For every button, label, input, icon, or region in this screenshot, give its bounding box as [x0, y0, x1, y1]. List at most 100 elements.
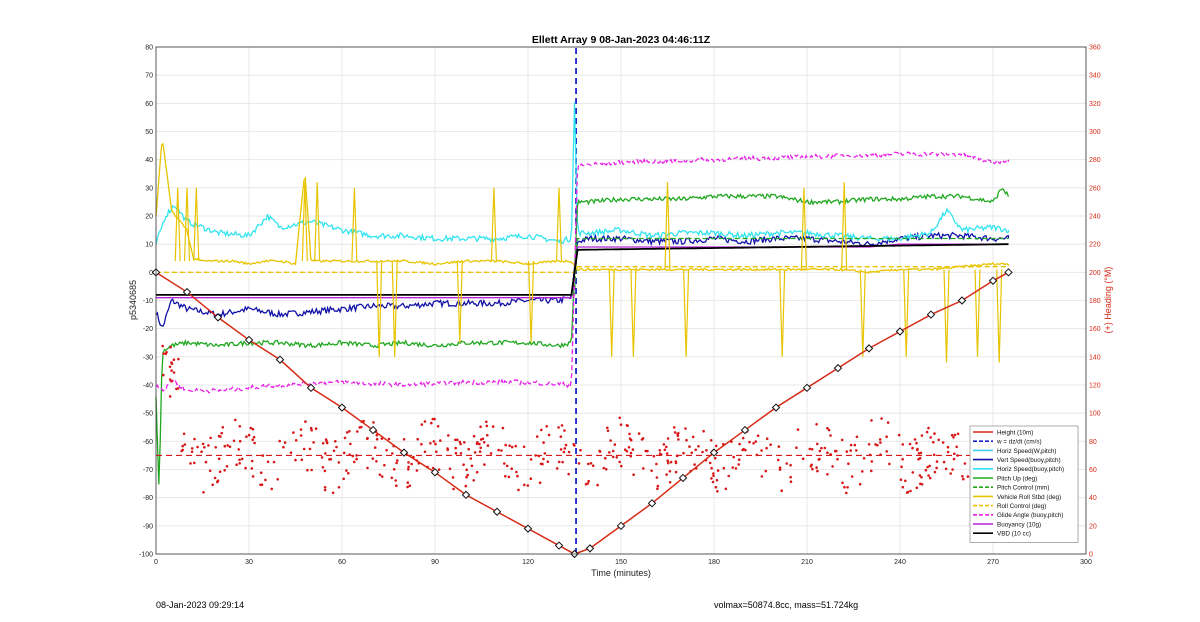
y2-tick-label-13: 100 [1089, 411, 1101, 418]
heading-dot-556 [817, 458, 821, 461]
y-tick-label-5: 30 [145, 185, 153, 192]
heading-dot-555 [769, 443, 772, 447]
heading-dot-267 [436, 425, 440, 428]
heading-dot-429 [251, 427, 255, 431]
heading-dot-5 [510, 445, 514, 449]
heading-dot-485 [888, 462, 891, 466]
heading-dot-508 [780, 489, 783, 493]
heading-dot-384 [329, 457, 333, 461]
y2-tick-label-14: 80 [1089, 439, 1097, 446]
heading-dot-51 [901, 457, 904, 461]
legend-label-10: Buoyancy (10g) [997, 521, 1041, 528]
heading-dot-548 [170, 362, 174, 366]
heading-dot-405 [473, 451, 477, 454]
heading-dot-495 [228, 445, 232, 449]
heading-dot-367 [175, 387, 178, 391]
heading-dot-366 [627, 446, 631, 449]
heading-dot-428 [366, 466, 369, 470]
heading-dot-196 [701, 450, 704, 454]
heading-dot-558 [663, 448, 667, 452]
heading-dot-99 [309, 426, 313, 430]
heading-dot-475 [811, 467, 814, 471]
heading-dot-352 [264, 478, 267, 482]
heading-dot-538 [306, 468, 309, 472]
heading-dot-244 [237, 448, 240, 451]
heading-dot-479 [481, 437, 485, 441]
heading-dot-0 [352, 460, 356, 464]
y2-tick-label-9: 180 [1089, 298, 1101, 305]
x-tick-label-9: 270 [987, 559, 999, 566]
roll-spike-10 [528, 261, 535, 343]
heading-dot-421 [702, 429, 705, 433]
heading-dot-513 [587, 479, 590, 483]
heading-dot-290 [598, 449, 601, 453]
height-marker-28 [988, 276, 998, 285]
heading-dot-68 [221, 426, 225, 429]
heading-dot-113 [611, 455, 615, 459]
heading-dot-286 [849, 443, 853, 447]
heading-dot-373 [808, 447, 812, 451]
heading-dot-474 [656, 487, 659, 491]
heading-dot-270 [479, 425, 482, 429]
heading-dot-536 [189, 462, 192, 465]
heading-dot-498 [259, 471, 263, 475]
height-marker-4 [275, 355, 285, 364]
heading-dot-326 [676, 432, 679, 436]
roll-spike-17 [800, 187, 807, 270]
heading-dot-33 [555, 467, 559, 470]
heading-dot-369 [816, 442, 819, 446]
heading-dot-263 [503, 462, 506, 465]
y-tick-label-11: -30 [143, 354, 153, 361]
heading-dot-330 [623, 448, 627, 452]
heading-dot-371 [961, 475, 964, 478]
heading-dot-534 [688, 445, 691, 448]
heading-dot-234 [464, 484, 468, 488]
height-marker-26 [926, 310, 936, 319]
heading-dot-385 [629, 438, 633, 442]
heading-dot-424 [448, 467, 452, 471]
heading-dot-228 [282, 445, 285, 449]
heading-dot-348 [951, 468, 954, 471]
heading-dot-378 [312, 441, 315, 444]
heading-dot-410 [561, 460, 564, 464]
heading-dot-70 [656, 484, 660, 488]
x-tick-label-2: 60 [338, 559, 346, 566]
heading-dot-471 [620, 464, 623, 468]
heading-dot-218 [423, 450, 427, 454]
heading-dot-177 [596, 483, 599, 487]
x-tick-label-7: 210 [801, 559, 813, 566]
heading-dot-29 [183, 443, 187, 446]
heading-dot-456 [423, 420, 427, 423]
heading-dot-262 [752, 442, 755, 445]
heading-dot-400 [515, 470, 518, 474]
heading-dot-553 [650, 469, 653, 473]
heading-dot-105 [906, 490, 910, 494]
x-tick-label-10: 300 [1080, 559, 1092, 566]
heading-dot-117 [796, 428, 800, 431]
heading-dot-59 [181, 444, 184, 448]
heading-dot-306 [697, 445, 700, 448]
heading-dot-284 [451, 476, 455, 479]
heading-dot-382 [665, 452, 669, 455]
heading-dot-542 [606, 429, 610, 433]
heading-dot-470 [760, 475, 764, 478]
heading-dot-104 [356, 430, 359, 433]
y2-tick-label-6: 240 [1089, 214, 1101, 221]
heading-dot-512 [223, 469, 226, 472]
heading-dot-208 [526, 484, 530, 487]
heading-dot-426 [459, 452, 463, 455]
y2-tick-label-11: 140 [1089, 354, 1101, 361]
heading-dot-86 [408, 484, 412, 488]
heading-dot-9 [815, 466, 818, 469]
legend-label-1: w = dz/dt (cm/s) [996, 439, 1042, 446]
heading-dot-180 [540, 428, 543, 432]
heading-dot-465 [372, 421, 375, 424]
heading-dot-413 [168, 365, 172, 369]
heading-dot-8 [563, 447, 567, 450]
roll-spike-11 [555, 187, 563, 262]
heading-dot-151 [629, 451, 633, 455]
heading-dot-237 [244, 466, 247, 470]
heading-dot-518 [632, 473, 635, 477]
heading-dot-92 [289, 451, 293, 455]
heading-dot-322 [250, 467, 254, 470]
